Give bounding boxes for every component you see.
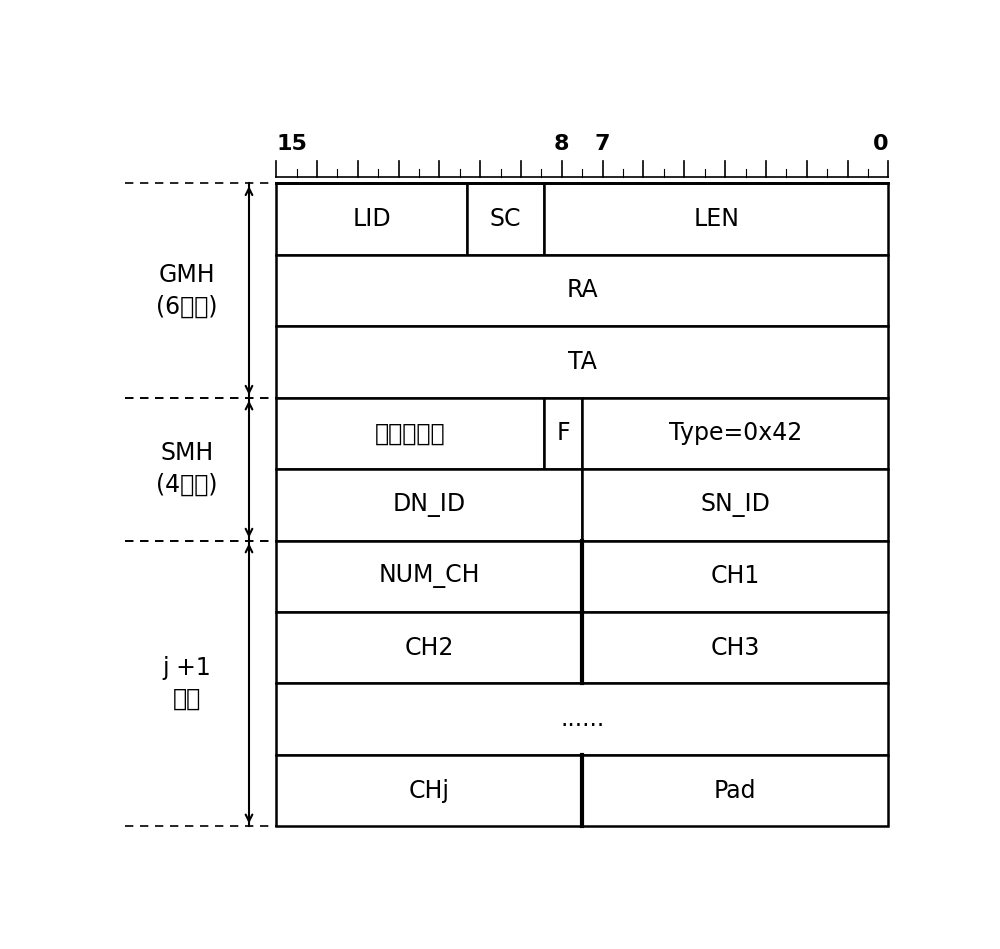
Bar: [276, 183, 467, 254]
Text: Pad: Pad: [714, 778, 757, 803]
Text: 0: 0: [873, 135, 888, 155]
Bar: [582, 754, 888, 827]
Text: 8: 8: [554, 135, 570, 155]
Text: SN_ID: SN_ID: [700, 493, 770, 517]
Text: SMH
(4字节): SMH (4字节): [156, 441, 218, 497]
Text: LID: LID: [352, 207, 391, 231]
Text: CH1: CH1: [711, 565, 760, 588]
Text: GMH
(6字节): GMH (6字节): [156, 263, 218, 318]
Bar: [276, 326, 888, 398]
Text: RA: RA: [566, 278, 598, 303]
Text: SC: SC: [490, 207, 521, 231]
Text: j +1
字节: j +1 字节: [163, 656, 211, 711]
Bar: [544, 398, 582, 469]
Bar: [582, 541, 888, 612]
Text: CH3: CH3: [711, 636, 760, 660]
Text: Type=0x42: Type=0x42: [669, 421, 802, 445]
Text: F: F: [556, 421, 570, 445]
Bar: [582, 398, 888, 469]
Text: ......: ......: [560, 707, 604, 731]
Text: CHj: CHj: [409, 778, 450, 803]
Text: CH2: CH2: [405, 636, 454, 660]
Bar: [276, 398, 544, 469]
Bar: [544, 183, 888, 254]
Text: TA: TA: [568, 350, 597, 374]
Bar: [276, 469, 582, 541]
Text: 15: 15: [276, 135, 307, 155]
Bar: [276, 541, 582, 612]
Bar: [276, 254, 888, 326]
Text: 7: 7: [595, 135, 610, 155]
Bar: [276, 612, 582, 683]
Text: 进一步定义: 进一步定义: [375, 421, 445, 445]
Text: LEN: LEN: [693, 207, 739, 231]
Bar: [276, 683, 888, 754]
Text: NUM_CH: NUM_CH: [378, 565, 480, 588]
Bar: [582, 612, 888, 683]
Text: DN_ID: DN_ID: [393, 493, 466, 517]
Bar: [582, 469, 888, 541]
Bar: [467, 183, 544, 254]
Bar: [276, 754, 582, 827]
